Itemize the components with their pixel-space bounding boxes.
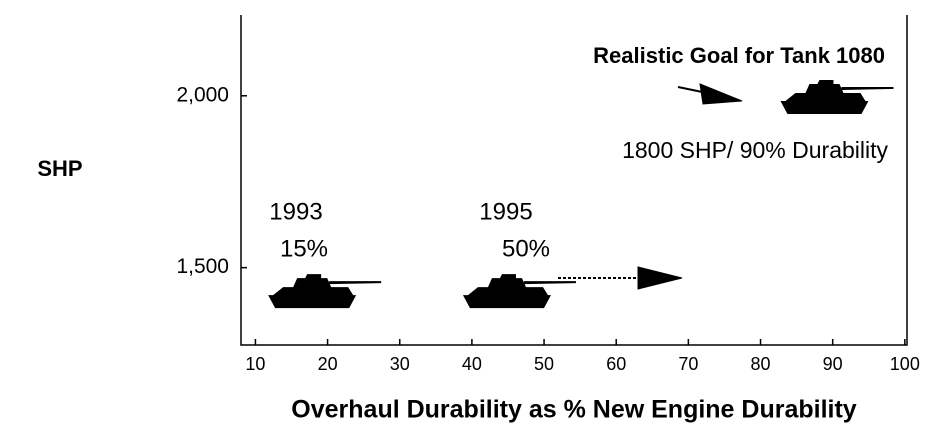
- arrows: [558, 83, 743, 290]
- plot-frame: [240, 15, 908, 346]
- x-tick-label: 20: [318, 354, 338, 374]
- x-tick-label: 40: [462, 354, 482, 374]
- y-tick-label: 1,500: [176, 255, 229, 278]
- arrow-head: [637, 266, 683, 290]
- x-tick-label: 100: [890, 354, 920, 374]
- x-axis-label: Overhaul Durability as % New Engine Dura…: [291, 396, 857, 424]
- x-tick-label: 60: [606, 354, 626, 374]
- y-tick-label: 2,000: [176, 83, 229, 106]
- x-tick-label: 10: [245, 354, 265, 374]
- tank-marker: [780, 79, 894, 114]
- x-tick-label: 90: [823, 354, 843, 374]
- x-tick-label: 80: [751, 354, 771, 374]
- annotation: Realistic Goal for Tank 1080: [593, 43, 885, 68]
- annotation: 50%: [502, 235, 550, 262]
- y-axis-label: SHP: [37, 156, 82, 181]
- tank-marker: [462, 274, 576, 309]
- annotation: 1995: [479, 198, 532, 225]
- x-tick-label: 50: [534, 354, 554, 374]
- x-tick-label: 30: [390, 354, 410, 374]
- annotation: 1993: [269, 198, 322, 225]
- arrow-head: [699, 83, 743, 105]
- annotation: 15%: [280, 235, 328, 262]
- annotation: 1800 SHP/ 90% Durability: [622, 137, 888, 163]
- x-tick-label: 70: [678, 354, 698, 374]
- tank-marker: [268, 274, 382, 309]
